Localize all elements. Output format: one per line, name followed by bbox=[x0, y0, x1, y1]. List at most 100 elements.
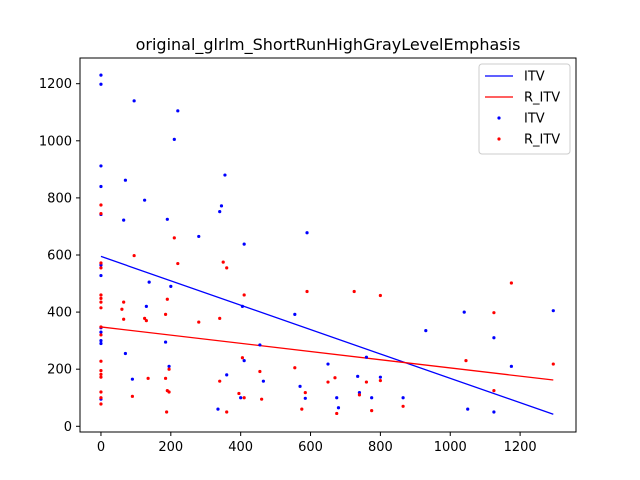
r-itv-point bbox=[225, 266, 229, 270]
legend-label-r-itv: R_ITV bbox=[524, 133, 560, 148]
r-itv-point bbox=[99, 266, 103, 270]
r-itv-point bbox=[401, 404, 405, 408]
itv-point bbox=[169, 284, 173, 288]
itv-point bbox=[99, 339, 103, 343]
itv-point bbox=[172, 137, 176, 141]
itv-point bbox=[167, 364, 171, 368]
r-itv-point bbox=[335, 411, 339, 416]
r-itv-point bbox=[237, 391, 241, 396]
itv-point bbox=[99, 164, 103, 168]
legend-swatch-dot-itv bbox=[497, 116, 501, 120]
r-itv-point bbox=[163, 376, 168, 380]
r-itv-point bbox=[551, 362, 555, 366]
itv-point bbox=[293, 312, 297, 316]
r-itv-point bbox=[99, 261, 103, 265]
r-itv-point bbox=[370, 408, 374, 413]
r-itv-point bbox=[167, 367, 171, 371]
itv-point bbox=[462, 310, 466, 314]
itv-point bbox=[99, 273, 103, 278]
x-tick-label: 800 bbox=[368, 440, 393, 455]
trend-line-itv bbox=[100, 255, 554, 415]
r-itv-point bbox=[357, 393, 362, 397]
r-itv-point bbox=[305, 289, 309, 294]
itv-point bbox=[163, 340, 168, 344]
plot-area bbox=[99, 73, 555, 416]
y-tick-label: 0 bbox=[64, 420, 72, 435]
itv-point bbox=[261, 379, 265, 383]
r-itv-point bbox=[464, 359, 468, 363]
legend-swatch-dot-r-itv bbox=[497, 137, 501, 141]
r-itv-point bbox=[242, 396, 246, 400]
itv-point bbox=[123, 178, 128, 182]
itv-point bbox=[509, 364, 513, 368]
r-itv-point bbox=[132, 253, 136, 258]
r-itv-point bbox=[165, 297, 169, 301]
r-itv-point bbox=[260, 397, 264, 401]
r-itv-point bbox=[130, 394, 134, 398]
y-tick-label: 1000 bbox=[39, 134, 72, 149]
itv-point bbox=[239, 396, 243, 400]
r-itv-point bbox=[492, 311, 496, 315]
x-tick-label: 0 bbox=[97, 440, 105, 455]
r-itv-point bbox=[258, 369, 262, 374]
itv-point bbox=[223, 173, 227, 177]
r-itv-point bbox=[333, 376, 337, 380]
r-itv-point bbox=[99, 396, 103, 400]
r-itv-point bbox=[300, 407, 304, 411]
r-itv-point bbox=[240, 356, 245, 360]
itv-point bbox=[130, 377, 134, 381]
r-itv-point bbox=[122, 317, 126, 321]
itv-point bbox=[336, 406, 341, 410]
r-itv-point bbox=[509, 281, 513, 285]
r-itv-point bbox=[99, 372, 103, 376]
x-tick-label: 200 bbox=[158, 440, 183, 455]
legend-box bbox=[478, 63, 571, 155]
x-tick-label: 1200 bbox=[504, 440, 537, 455]
itv-point bbox=[492, 336, 496, 340]
r-itv-point bbox=[176, 261, 180, 266]
itv-point bbox=[492, 410, 496, 414]
itv-point bbox=[176, 109, 180, 113]
itv-point bbox=[240, 304, 245, 308]
itv-point bbox=[147, 280, 151, 284]
r-itv-point bbox=[99, 306, 103, 310]
r-itv-point bbox=[99, 293, 103, 297]
itv-point bbox=[165, 217, 169, 221]
itv-point bbox=[99, 73, 103, 77]
r-itv-point bbox=[326, 380, 330, 384]
itv-point bbox=[132, 99, 136, 103]
itv-point bbox=[326, 362, 330, 366]
x-tick-label: 600 bbox=[298, 440, 323, 455]
legend-label-itv: ITV bbox=[524, 70, 545, 85]
r-itv-point bbox=[99, 402, 103, 406]
r-itv-point bbox=[99, 375, 103, 379]
x-tick-label: 1000 bbox=[434, 440, 467, 455]
r-itv-point bbox=[303, 391, 307, 395]
r-itv-point bbox=[122, 300, 126, 304]
itv-point bbox=[370, 396, 374, 400]
r-itv-point bbox=[218, 316, 222, 320]
legend: ITV R_ITV ITV R_ITV bbox=[478, 63, 571, 155]
r-itv-point bbox=[99, 333, 103, 337]
r-itv-point bbox=[99, 203, 103, 207]
itv-point bbox=[219, 204, 224, 208]
r-itv-point bbox=[167, 390, 171, 394]
itv-point bbox=[225, 373, 229, 377]
r-itv-point bbox=[378, 379, 382, 383]
y-tick-label: 200 bbox=[47, 363, 72, 378]
trend-line-r-itv bbox=[100, 326, 554, 381]
r-itv-point bbox=[378, 293, 382, 298]
itv-point bbox=[303, 396, 307, 400]
y-tick-label: 800 bbox=[47, 191, 72, 206]
itv-point bbox=[143, 198, 147, 202]
itv-point bbox=[357, 391, 362, 395]
itv-point bbox=[216, 407, 220, 411]
itv-point bbox=[356, 374, 360, 378]
r-itv-point bbox=[99, 296, 103, 300]
r-itv-point bbox=[143, 316, 147, 320]
itv-point bbox=[197, 234, 201, 239]
r-itv-point bbox=[364, 380, 369, 384]
r-itv-point bbox=[492, 389, 496, 393]
axes-frame bbox=[79, 57, 577, 433]
